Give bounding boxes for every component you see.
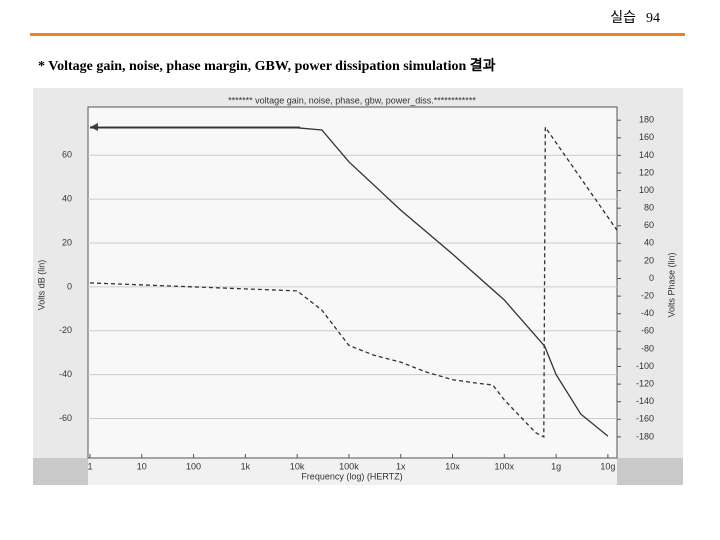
- y2-tick-label: -100: [636, 361, 654, 371]
- arrow-head: [90, 123, 98, 131]
- x-tick-label: 1k: [241, 461, 251, 471]
- plot-area: [87, 106, 618, 459]
- y-tick-label: -20: [59, 325, 72, 335]
- y2-tick-label: -120: [636, 378, 654, 388]
- x-tick-label: 10g: [600, 461, 615, 471]
- y2-tick-label: 100: [639, 185, 654, 195]
- series-line: [89, 125, 618, 438]
- y2-tick-label: 160: [639, 132, 654, 142]
- x-tick-label: 100: [186, 461, 201, 471]
- y2-tick-label: 140: [639, 150, 654, 160]
- header-rule: [30, 33, 685, 36]
- y2-tick-label: 80: [644, 203, 654, 213]
- y2-tick-label: 180: [639, 115, 654, 125]
- y2-tick-label: 60: [644, 220, 654, 230]
- y2-tick-label: -40: [641, 308, 654, 318]
- y-tick-label: -40: [59, 369, 72, 379]
- y-tick-label: 40: [62, 194, 72, 204]
- y-tick-label: 20: [62, 237, 72, 247]
- page-number: 94: [646, 11, 660, 26]
- y2-tick-label: -80: [641, 343, 654, 353]
- x-tick-label: 1g: [551, 461, 561, 471]
- y2-tick-label: 40: [644, 238, 654, 248]
- x-tick-label: 1: [87, 461, 92, 471]
- y2-tick-label: -20: [641, 291, 654, 301]
- y-tick-label: -60: [59, 413, 72, 423]
- y2-tick-label: 0: [649, 273, 654, 283]
- y2-axis-label: Volts Phase (lin): [666, 252, 676, 317]
- y2-tick-label: -160: [636, 414, 654, 424]
- chart-title: ******* voltage gain, noise, phase, gbw,…: [228, 95, 476, 105]
- section-label: 실습: [610, 10, 636, 26]
- x-tick-label: 10: [137, 461, 147, 471]
- y2-tick-label: -180: [636, 431, 654, 441]
- series-line: [90, 127, 609, 437]
- x-tick-label: 100k: [339, 461, 359, 471]
- slide-heading: * Voltage gain, noise, phase margin, GBW…: [38, 57, 496, 74]
- x-tick-label: 10x: [445, 461, 460, 471]
- y-tick-label: 60: [62, 150, 72, 160]
- y2-tick-label: -60: [641, 326, 654, 336]
- y-tick-label: 0: [67, 281, 72, 291]
- x-axis-label: Frequency (log) (HERTZ): [301, 471, 402, 481]
- x-tick-label: 10k: [290, 461, 305, 471]
- x-tick-label: 100x: [495, 461, 515, 471]
- x-tick-label: 1x: [396, 461, 406, 471]
- y2-tick-label: 20: [644, 255, 654, 265]
- y2-tick-label: -140: [636, 396, 654, 406]
- axis-band-inner: [88, 458, 617, 485]
- y-axis-label: Volts dB (lin): [36, 260, 46, 311]
- y2-tick-label: 120: [639, 167, 654, 177]
